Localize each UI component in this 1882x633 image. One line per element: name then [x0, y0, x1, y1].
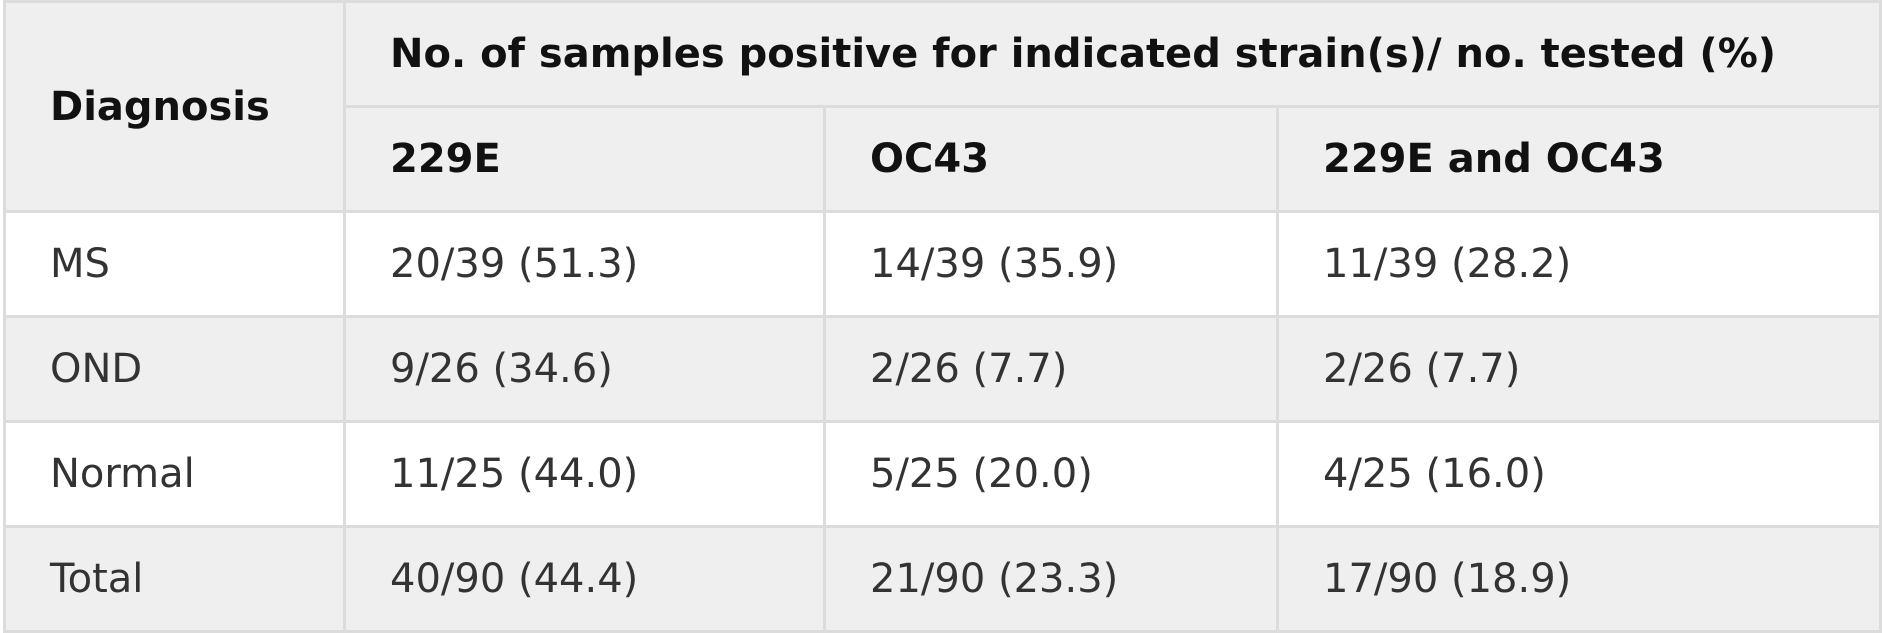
cell-both: 4/25 (16.0) [1275, 420, 1882, 528]
cell-both: 17/90 (18.9) [1275, 525, 1882, 633]
cell-oc43: 5/25 (20.0) [823, 420, 1279, 528]
cell-oc43: 21/90 (23.3) [823, 525, 1279, 633]
cell-229e: 20/39 (51.3) [343, 210, 826, 318]
column-header-229e: 229E [343, 105, 826, 213]
cell-229e: 11/25 (44.0) [343, 420, 826, 528]
row-diagnosis: MS [3, 210, 346, 318]
row-diagnosis: Total [3, 525, 346, 633]
diagnosis-header: Diagnosis [3, 0, 346, 213]
results-table: Diagnosis No. of samples positive for in… [3, 0, 1882, 633]
cell-oc43: 2/26 (7.7) [823, 315, 1279, 423]
table-row: OND 9/26 (34.6) 2/26 (7.7) 2/26 (7.7) [3, 315, 1882, 423]
cell-both: 2/26 (7.7) [1275, 315, 1882, 423]
column-header-oc43: OC43 [823, 105, 1279, 213]
group-header: No. of samples positive for indicated st… [342, 0, 1882, 108]
table-row: Total 40/90 (44.4) 21/90 (23.3) 17/90 (1… [3, 525, 1882, 633]
cell-229e: 9/26 (34.6) [343, 315, 826, 423]
table-row: Normal 11/25 (44.0) 5/25 (20.0) 4/25 (16… [3, 420, 1882, 528]
column-header-both: 229E and OC43 [1275, 105, 1882, 213]
header-row-columns: 229E OC43 229E and OC43 [5, 105, 1882, 213]
row-diagnosis: OND [3, 315, 346, 423]
cell-both: 11/39 (28.2) [1275, 210, 1882, 318]
cell-229e: 40/90 (44.4) [343, 525, 826, 633]
cell-oc43: 14/39 (35.9) [823, 210, 1279, 318]
table-row: MS 20/39 (51.3) 14/39 (35.9) 11/39 (28.2… [3, 210, 1882, 318]
header-row-group: Diagnosis No. of samples positive for in… [3, 0, 1882, 213]
row-diagnosis: Normal [3, 420, 346, 528]
